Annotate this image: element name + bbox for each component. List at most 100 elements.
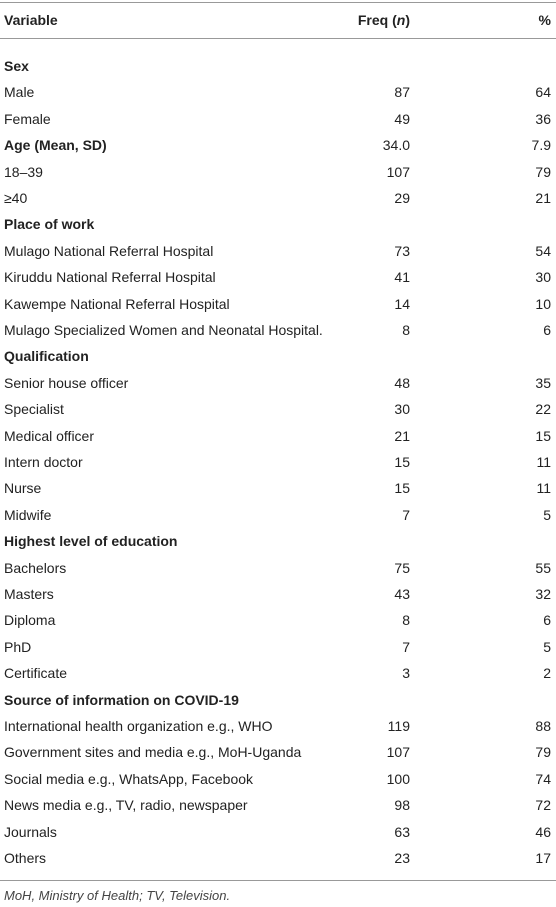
- cell-freq: 7: [402, 638, 410, 655]
- cell-freq: 15: [394, 480, 410, 497]
- cell-variable: International health organization e.g., …: [4, 718, 273, 734]
- section-row: Place of work: [0, 211, 556, 237]
- cell-percent: 55: [535, 559, 551, 576]
- data-row: Mulago Specialized Women and Neonatal Ho…: [0, 317, 556, 343]
- cell-percent: 21: [535, 190, 551, 206]
- cell-percent: 6: [543, 612, 551, 629]
- cell-variable: Midwife: [4, 506, 52, 523]
- header-rule: [0, 38, 556, 39]
- cell-variable: Specialist: [4, 401, 64, 418]
- cell-percent: 79: [535, 163, 551, 180]
- cell-freq: 43: [394, 586, 410, 602]
- cell-percent: 22: [535, 401, 551, 418]
- section-title: Age (Mean, SD): [4, 137, 107, 154]
- section-row: Qualification: [0, 343, 556, 369]
- cell-percent: 46: [535, 823, 551, 840]
- data-row: News media e.g., TV, radio, newspaper 98 7…: [0, 792, 556, 818]
- cell-freq: 8: [402, 322, 410, 338]
- cell-variable: Intern doctor: [4, 454, 83, 470]
- cell-freq: 63: [394, 823, 410, 840]
- cell-percent: 74: [535, 770, 551, 787]
- cell-percent: 5: [543, 638, 551, 655]
- cell-variable: 18–39: [4, 163, 43, 180]
- data-row: Social media e.g., WhatsApp, Facebook 100…: [0, 766, 556, 792]
- data-row: Female 49 36: [0, 106, 556, 132]
- data-row: Senior house officer 48 35: [0, 370, 556, 396]
- data-row: Male 87 64: [0, 79, 556, 105]
- header-row: Variable Freq (n) %: [0, 7, 556, 33]
- data-row: ≥40 29 21: [0, 185, 556, 211]
- data-row: Mulago National Referral Hospital 73 54: [0, 238, 556, 264]
- cell-variable: PhD: [4, 638, 32, 655]
- cell-percent: 36: [535, 110, 551, 127]
- cell-freq: 8: [402, 612, 410, 629]
- data-row: Kiruddu National Referral Hospital 41 30: [0, 264, 556, 290]
- cell-percent: 11: [536, 454, 551, 470]
- cell-variable: Certificate: [4, 665, 68, 682]
- data-row: Bachelors 75 55: [0, 555, 556, 581]
- cell-freq: 15: [394, 454, 410, 470]
- section-row: Source of information on COVID-19: [0, 687, 556, 713]
- cell-percent: 64: [535, 84, 551, 101]
- cell-variable: Nurse: [4, 480, 42, 497]
- data-row: Government sites and media e.g., MoH-Uga…: [0, 739, 556, 765]
- section-title: Place of work: [4, 216, 95, 233]
- cell-percent: 5: [543, 506, 551, 523]
- bottom-rule: [0, 880, 556, 881]
- data-row: International health organization e.g., …: [0, 713, 556, 739]
- cell-variable: Masters: [4, 586, 54, 602]
- cell-freq: 21: [394, 427, 410, 444]
- cell-freq: 14: [394, 295, 410, 312]
- cell-freq: 30: [394, 401, 410, 418]
- data-row: Masters 43 32: [0, 581, 556, 607]
- cell-freq: 23: [394, 850, 410, 866]
- cell-freq: 34.0: [382, 137, 410, 154]
- section-row: Sex: [0, 53, 556, 79]
- cell-freq: 73: [394, 242, 410, 259]
- cell-freq: 119: [387, 718, 410, 734]
- cell-variable: Mulago National Referral Hospital: [4, 242, 214, 259]
- cell-freq: 7: [402, 506, 410, 523]
- cell-variable: Male: [4, 84, 35, 101]
- cell-percent: 7.9: [531, 137, 551, 154]
- cell-variable: News media e.g., TV, radio, newspaper: [4, 797, 248, 814]
- data-row: Others 23 17: [0, 845, 556, 871]
- section-title: Qualification: [4, 348, 89, 365]
- section-title: Source of information on COVID-19: [4, 691, 239, 708]
- cell-freq: 48: [394, 374, 410, 391]
- cell-percent: 72: [535, 797, 551, 814]
- data-row: 18–39 107 79: [0, 159, 556, 185]
- cell-freq: 107: [386, 744, 410, 761]
- section-title: Highest level of education: [4, 533, 178, 550]
- cell-variable: Social media e.g., WhatsApp, Facebook: [4, 770, 254, 787]
- data-row: Certificate 3 2: [0, 660, 556, 686]
- cell-percent: 88: [535, 718, 551, 734]
- cell-percent: 2: [543, 665, 551, 682]
- data-row: Intern doctor 15 11: [0, 449, 556, 475]
- data-row: Specialist 30 22: [0, 396, 556, 422]
- top-rule: [0, 2, 556, 3]
- cell-variable: Others: [4, 850, 47, 866]
- section-row: Age (Mean, SD) 34.0 7.9: [0, 132, 556, 158]
- section-row: Highest level of education: [0, 528, 556, 554]
- cell-variable: Bachelors: [4, 559, 67, 576]
- cell-percent: 15: [535, 427, 551, 444]
- cell-freq: 49: [394, 110, 410, 127]
- cell-percent: 32: [535, 586, 551, 602]
- cell-variable: Female: [4, 110, 51, 127]
- cell-freq: 3: [402, 665, 410, 682]
- data-row: PhD 7 5: [0, 634, 556, 660]
- cell-percent: 35: [535, 374, 551, 391]
- cell-freq: 100: [386, 770, 410, 787]
- cell-percent: 79: [535, 744, 551, 761]
- cell-variable: Diploma: [4, 612, 56, 629]
- section-title: Sex: [4, 58, 29, 74]
- header-cell: Freq (n): [358, 7, 410, 33]
- cell-percent: 30: [535, 269, 551, 286]
- cell-percent: 6: [543, 322, 551, 338]
- cell-variable: Mulago Specialized Women and Neonatal Ho…: [4, 322, 323, 338]
- footnote: MoH, Ministry of Health; TV, Television.: [4, 888, 231, 903]
- cell-freq: 29: [394, 190, 410, 206]
- header-cell: Variable: [4, 12, 58, 28]
